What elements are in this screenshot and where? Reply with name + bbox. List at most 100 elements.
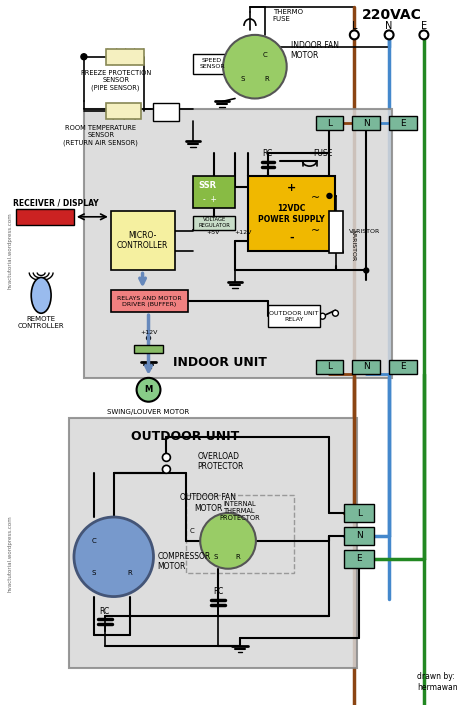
Text: RC: RC: [263, 148, 273, 158]
Circle shape: [137, 378, 161, 402]
FancyBboxPatch shape: [248, 176, 336, 250]
FancyBboxPatch shape: [154, 103, 179, 122]
Text: VARISTOR: VARISTOR: [349, 229, 381, 234]
Text: INDOOR FAN
MOTOR: INDOOR FAN MOTOR: [291, 41, 339, 61]
FancyBboxPatch shape: [352, 117, 380, 130]
Ellipse shape: [31, 277, 51, 313]
FancyBboxPatch shape: [316, 117, 343, 130]
Circle shape: [200, 513, 256, 568]
FancyBboxPatch shape: [193, 216, 235, 230]
FancyBboxPatch shape: [193, 176, 235, 208]
Text: ~: ~: [311, 193, 320, 203]
Circle shape: [74, 517, 154, 597]
Circle shape: [81, 54, 87, 59]
Text: SWING/LOUVER MOTOR: SWING/LOUVER MOTOR: [108, 409, 190, 415]
Text: FREEZE PROTECTION
SENSOR
(PIPE SENSOR): FREEZE PROTECTION SENSOR (PIPE SENSOR): [81, 71, 151, 91]
Text: hvactutorial.wordpress.com: hvactutorial.wordpress.com: [8, 212, 13, 289]
Text: VARISTOR: VARISTOR: [351, 230, 356, 262]
Text: OUTDOOR FAN
MOTOR: OUTDOOR FAN MOTOR: [180, 493, 236, 513]
Circle shape: [223, 35, 287, 98]
FancyBboxPatch shape: [329, 211, 343, 252]
FancyBboxPatch shape: [352, 360, 380, 374]
Circle shape: [364, 268, 369, 273]
Text: FUSE: FUSE: [313, 148, 333, 158]
FancyBboxPatch shape: [345, 504, 374, 522]
Text: S: S: [214, 554, 219, 560]
Text: INTERNAL
THERMAL
PROTECTOR: INTERNAL THERMAL PROTECTOR: [219, 501, 260, 521]
Text: RECEIVER / DISPLAY: RECEIVER / DISPLAY: [13, 199, 99, 207]
Text: L: L: [327, 119, 332, 128]
Text: E: E: [400, 363, 406, 371]
Text: S: S: [241, 76, 245, 81]
Text: SSR: SSR: [198, 182, 216, 190]
Text: N: N: [363, 363, 370, 371]
Text: OVERLOAD
PROTECTOR: OVERLOAD PROTECTOR: [197, 452, 244, 471]
Text: C: C: [190, 528, 195, 534]
Text: REMOTE
CONTROLLER: REMOTE CONTROLLER: [18, 316, 64, 329]
Text: hvactutorial.wordpress.com: hvactutorial.wordpress.com: [8, 515, 13, 592]
FancyBboxPatch shape: [84, 110, 392, 378]
Text: RELAYS AND MOTOR
DRIVER (BUFFER): RELAYS AND MOTOR DRIVER (BUFFER): [117, 296, 182, 307]
Text: N: N: [385, 21, 393, 31]
Text: -  +: - +: [203, 195, 217, 204]
Text: R: R: [236, 554, 240, 560]
Circle shape: [350, 30, 359, 40]
Text: C: C: [91, 538, 96, 544]
Circle shape: [146, 336, 151, 340]
Text: ROOM TEMPERATURE
SENSOR
(RETURN AIR SENSOR): ROOM TEMPERATURE SENSOR (RETURN AIR SENS…: [64, 125, 138, 146]
FancyBboxPatch shape: [389, 360, 417, 374]
Circle shape: [327, 194, 332, 199]
FancyBboxPatch shape: [193, 54, 231, 74]
Text: N: N: [363, 119, 370, 128]
Text: L: L: [327, 363, 332, 371]
Text: R: R: [127, 570, 132, 575]
Text: MICRO-
CONTROLLER: MICRO- CONTROLLER: [117, 231, 168, 250]
Text: S: S: [91, 570, 96, 575]
Text: 220VAC: 220VAC: [362, 8, 422, 22]
Circle shape: [163, 465, 170, 473]
Text: R: R: [264, 76, 269, 81]
FancyBboxPatch shape: [106, 49, 144, 65]
Text: OUTDOOR UNIT
RELAY: OUTDOOR UNIT RELAY: [269, 311, 319, 322]
Text: 12VDC
POWER SUPPLY: 12VDC POWER SUPPLY: [258, 204, 325, 223]
FancyBboxPatch shape: [106, 103, 141, 119]
Text: +5V: +5V: [207, 230, 220, 235]
Circle shape: [319, 313, 326, 319]
Text: C: C: [263, 52, 267, 58]
Text: drawn by:
hermawan: drawn by: hermawan: [417, 672, 457, 691]
FancyBboxPatch shape: [345, 527, 374, 545]
Text: M: M: [145, 385, 153, 395]
Text: VOLTAGE
REGULATOR: VOLTAGE REGULATOR: [198, 217, 230, 228]
Text: RC: RC: [100, 607, 110, 616]
FancyBboxPatch shape: [389, 117, 417, 130]
FancyBboxPatch shape: [111, 211, 175, 271]
Text: L: L: [352, 21, 357, 31]
Text: COMPRESSOR
MOTOR: COMPRESSOR MOTOR: [157, 552, 211, 571]
Text: +12V: +12V: [234, 230, 252, 235]
FancyBboxPatch shape: [316, 360, 343, 374]
Text: +12V: +12V: [140, 329, 157, 334]
Text: ~: ~: [311, 226, 320, 235]
FancyBboxPatch shape: [268, 305, 319, 327]
Text: +: +: [287, 183, 296, 193]
Text: E: E: [400, 119, 406, 128]
Text: L: L: [357, 508, 362, 518]
Text: RC: RC: [213, 587, 223, 596]
Text: E: E: [356, 554, 362, 563]
FancyBboxPatch shape: [134, 345, 164, 353]
FancyBboxPatch shape: [345, 550, 374, 568]
Text: E: E: [421, 21, 427, 31]
Circle shape: [419, 30, 428, 40]
Circle shape: [384, 30, 393, 40]
Text: SPEED
SENSOR: SPEED SENSOR: [200, 58, 225, 69]
Text: INDOOR UNIT: INDOOR UNIT: [173, 356, 267, 370]
Text: THERMO
FUSE: THERMO FUSE: [273, 9, 303, 23]
FancyBboxPatch shape: [111, 291, 188, 312]
FancyBboxPatch shape: [69, 418, 357, 668]
Text: N: N: [356, 532, 363, 540]
Text: -: -: [289, 233, 294, 243]
Circle shape: [332, 310, 338, 316]
FancyBboxPatch shape: [16, 209, 74, 225]
Circle shape: [163, 453, 170, 462]
Text: OUTDOOR UNIT: OUTDOOR UNIT: [131, 430, 239, 443]
